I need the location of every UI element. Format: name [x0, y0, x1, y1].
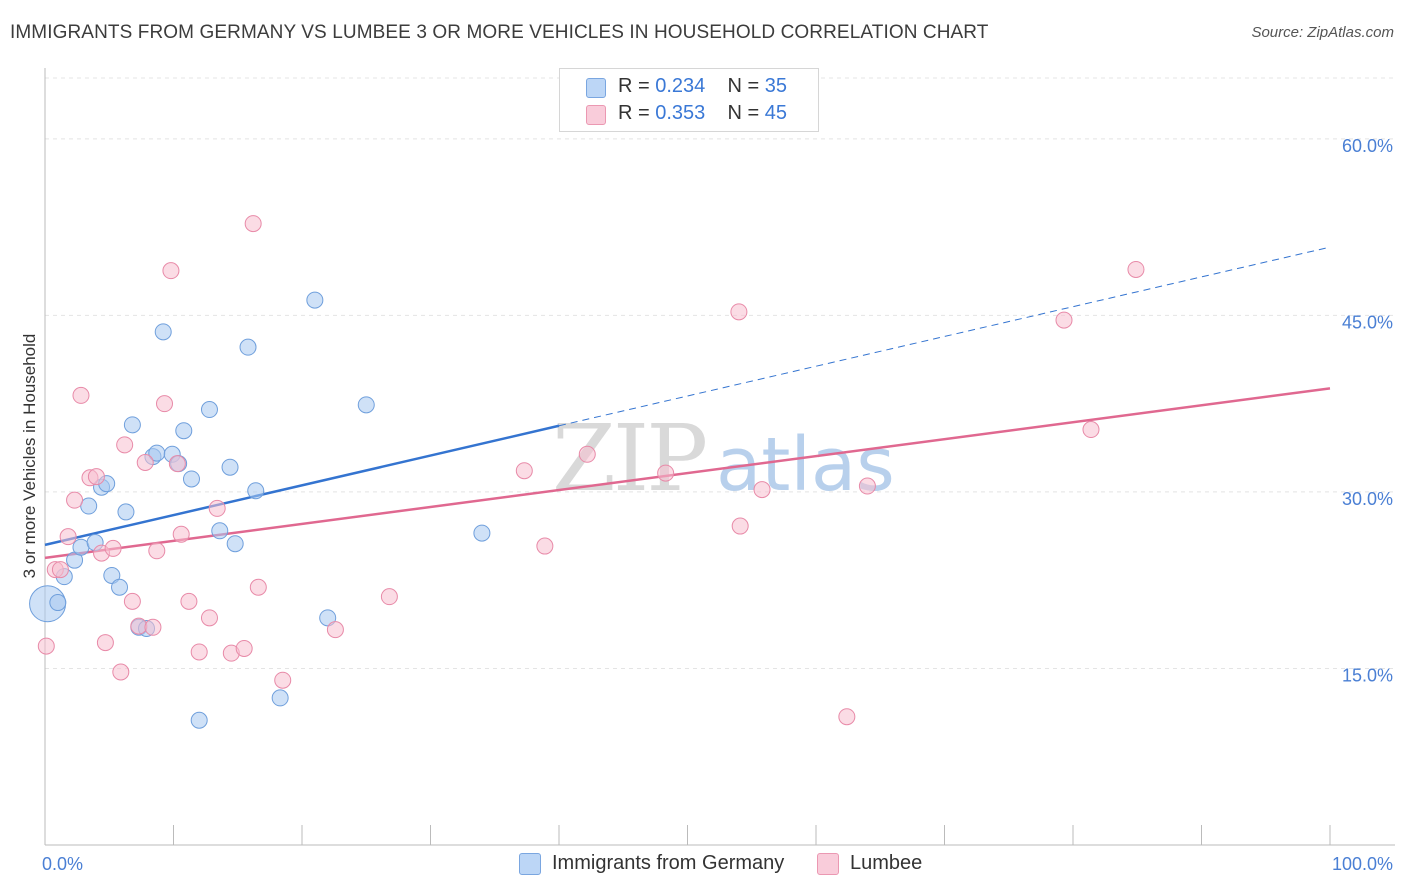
point-germany — [306, 291, 324, 309]
point-lumbee — [123, 592, 141, 610]
point-lumbee — [326, 621, 344, 639]
point-germany — [123, 416, 141, 434]
legend-r-label: R = — [618, 102, 650, 124]
point-lumbee — [148, 542, 166, 560]
point-lumbee — [136, 454, 154, 471]
y-tick-label: 15.0% — [1342, 665, 1393, 685]
point-germany — [200, 401, 218, 419]
legend-n-value-germany: 35 — [764, 75, 788, 97]
legend-swatch-germany — [586, 78, 606, 98]
data-points — [29, 215, 1145, 729]
point-germany — [175, 422, 193, 440]
legend-swatch-lumbee — [586, 105, 606, 125]
point-lumbee — [274, 671, 292, 689]
point-lumbee — [144, 618, 162, 636]
point-germany — [117, 503, 135, 521]
point-lumbee — [1082, 421, 1100, 439]
point-lumbee — [244, 215, 262, 233]
point-germany — [226, 535, 244, 553]
point-germany — [319, 609, 337, 627]
point-lumbee — [200, 609, 218, 627]
legend-n-label: N = — [727, 102, 760, 124]
point-lumbee — [208, 499, 226, 517]
series-swatch-germany — [519, 853, 541, 875]
trend-line-lumbee — [44, 387, 1331, 560]
point-lumbee — [116, 436, 134, 454]
point-lumbee — [172, 525, 190, 543]
legend-r-value-germany: 0.234 — [655, 75, 706, 97]
y-tick-label: 30.0% — [1342, 489, 1393, 509]
point-lumbee — [156, 395, 174, 413]
point-lumbee — [858, 477, 876, 495]
point-germany — [154, 323, 172, 341]
y-axis-label: 3 or more Vehicles in Household — [20, 334, 39, 579]
watermark-zip: ZIP — [552, 405, 705, 512]
point-lumbee — [66, 491, 84, 509]
point-lumbee — [180, 592, 198, 610]
point-lumbee — [72, 386, 90, 404]
point-lumbee — [190, 643, 208, 661]
point-germany — [49, 594, 67, 612]
legend-r-label: R = — [618, 75, 650, 97]
point-lumbee — [51, 561, 69, 579]
legend-r-value-lumbee: 0.353 — [655, 102, 706, 124]
point-germany — [72, 538, 90, 556]
point-lumbee — [578, 445, 596, 463]
point-germany — [190, 711, 208, 729]
axes — [44, 68, 1395, 846]
point-lumbee — [96, 634, 114, 652]
point-germany — [239, 338, 257, 356]
point-lumbee — [104, 539, 122, 557]
point-lumbee — [249, 578, 267, 596]
point-lumbee — [235, 639, 253, 657]
series-label-germany: Immigrants from Germany — [552, 852, 785, 874]
point-lumbee — [1055, 311, 1073, 329]
point-lumbee — [130, 617, 148, 635]
series-label-lumbee: Lumbee — [850, 852, 923, 874]
x-tick-label: 100.0% — [1332, 854, 1393, 874]
point-lumbee — [730, 303, 748, 321]
series-swatch-lumbee — [817, 853, 839, 875]
tick-labels: 15.0% 30.0% 45.0% 60.0% 0.0% 100.0% — [42, 136, 1393, 874]
point-germany — [211, 522, 229, 540]
point-lumbee — [657, 464, 675, 482]
point-lumbee — [1127, 260, 1145, 278]
point-lumbee — [380, 588, 398, 606]
watermark: ZIP atlas — [552, 405, 895, 512]
point-germany — [247, 482, 265, 500]
x-tick-label: 0.0% — [42, 854, 83, 874]
point-lumbee — [168, 455, 186, 473]
legend-n-value-lumbee: 45 — [764, 102, 788, 124]
point-lumbee — [753, 481, 771, 499]
grid-lines — [45, 77, 1395, 669]
trend-line-germany-extrapolated — [558, 246, 1331, 427]
point-germany — [182, 470, 200, 488]
y-tick-label: 45.0% — [1342, 312, 1393, 332]
point-germany — [357, 396, 375, 414]
point-lumbee — [37, 637, 55, 655]
point-lumbee — [731, 517, 749, 535]
correlation-legend: R = 0.234 N = 35 R = 0.353 N = 45 — [559, 68, 819, 132]
source-credit: Source: ZipAtlas.com — [1251, 24, 1394, 41]
point-germany — [80, 497, 98, 515]
point-lumbee — [59, 528, 77, 546]
trend-line-germany — [44, 424, 560, 547]
point-germany — [111, 578, 129, 596]
point-lumbee — [87, 468, 105, 486]
point-lumbee — [515, 462, 533, 480]
trend-lines — [44, 246, 1331, 560]
point-germany — [103, 566, 121, 584]
point-germany — [271, 689, 289, 707]
y-tick-label: 60.0% — [1342, 136, 1393, 156]
chart-title: IMMIGRANTS FROM GERMANY VS LUMBEE 3 OR M… — [10, 22, 989, 43]
legend-n-label: N = — [727, 75, 760, 97]
point-lumbee — [112, 663, 130, 681]
point-lumbee — [838, 708, 856, 726]
point-lumbee — [536, 537, 554, 555]
point-germany — [221, 458, 239, 476]
point-lumbee — [162, 262, 180, 280]
point-germany — [473, 524, 491, 542]
